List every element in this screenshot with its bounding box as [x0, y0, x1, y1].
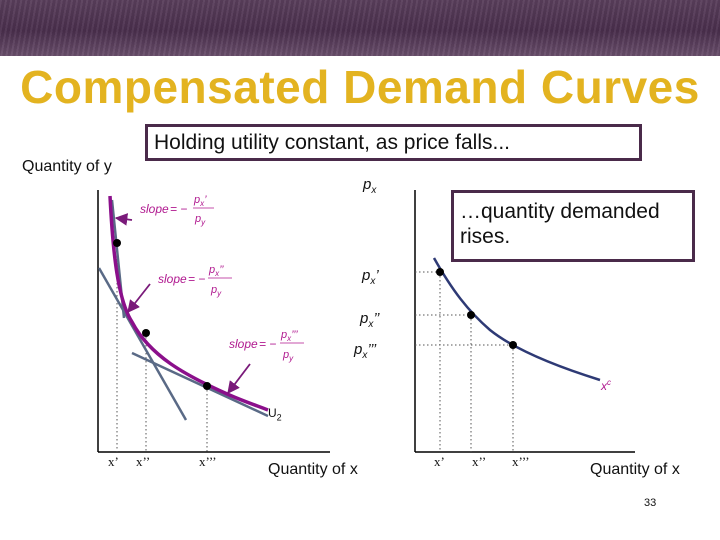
slope-den-sub-3: y — [288, 354, 294, 363]
demand-curve-label: xc — [601, 378, 611, 393]
demand-point-3 — [509, 341, 517, 349]
slope-num-3: p — [280, 329, 287, 341]
slope-num-1: p — [193, 194, 200, 206]
slope-den-sub-2: y — [216, 289, 222, 298]
indifference-curve-u2 — [108, 195, 269, 412]
left-x-tick-3: x’’’ — [199, 454, 217, 469]
slope-num-sub-3: x — [286, 334, 292, 343]
tangency-point-3 — [203, 382, 211, 390]
header-banner — [0, 0, 720, 56]
left-x-tick-1: x’ — [108, 454, 119, 469]
svg-text:px’: px’ — [193, 194, 207, 208]
slope-arrow-3 — [227, 363, 251, 395]
slope-minus-1: = − — [170, 202, 187, 216]
left-x-axis-label: Quantity of x — [268, 461, 358, 478]
tangency-point-2 — [142, 329, 150, 337]
demand-point-1 — [436, 268, 444, 276]
slope-num-sub-2: x — [214, 269, 220, 278]
demand-curve-label-base: x — [601, 379, 607, 393]
right-x-tick-1: x’ — [434, 454, 445, 469]
price-label-2-base: p — [360, 310, 369, 327]
slope-arrow-1 — [114, 213, 133, 226]
slope-minus-2: = − — [188, 272, 205, 286]
slope-num-primes-3: ’’’ — [291, 329, 298, 341]
slope-den-1: p — [194, 213, 201, 225]
svg-text:px’’: px’’ — [208, 264, 224, 278]
price-label-2: px’’ — [360, 310, 379, 330]
price-label-3-sub: x — [362, 350, 368, 361]
compensated-demand-curve — [432, 257, 601, 382]
slope-word-2: slope — [158, 272, 187, 286]
slope-den-sub-1: y — [200, 218, 206, 227]
svg-text:px’’’: px’’’ — [280, 329, 298, 343]
budget-line-3 — [131, 351, 269, 418]
price-label-3: px’’’ — [354, 341, 376, 361]
slope-label-1: slope = − px’ py — [140, 194, 214, 227]
price-label-1-primes: ’ — [375, 267, 379, 284]
slope-num-sub-1: x — [199, 199, 205, 208]
callout-quantity-rises: …quantity demanded rises. — [451, 190, 695, 262]
price-label-1-sub: x — [370, 276, 376, 287]
slope-arrow-2 — [127, 283, 151, 313]
slope-num-primes-1: ’ — [204, 194, 207, 206]
slope-num-2: p — [208, 264, 215, 276]
svg-text:py: py — [282, 349, 294, 363]
slope-den-3: p — [282, 349, 289, 361]
svg-text:py: py — [210, 284, 222, 298]
indifference-curve-label: U2 — [268, 406, 282, 422]
right-y-axis-label-sub: x — [371, 185, 377, 196]
slope-word-3: slope — [229, 337, 258, 351]
callout-holding-utility: Holding utility constant, as price falls… — [145, 124, 642, 161]
tangency-point-1 — [113, 239, 121, 247]
banner-texture — [0, 0, 720, 56]
right-x-axis-label: Quantity of x — [590, 461, 680, 478]
left-y-axis-label: Quantity of y — [22, 158, 112, 175]
demand-point-2 — [467, 311, 475, 319]
slope-num-primes-2: ’’ — [219, 264, 224, 276]
slope-label-3: slope = − px’’’ py — [229, 329, 304, 363]
right-y-axis-label: px — [363, 176, 376, 196]
slope-word-1: slope — [140, 202, 169, 216]
svg-text:py: py — [194, 213, 206, 227]
demand-curve-label-sup: c — [607, 378, 611, 387]
right-x-tick-3: x’’’ — [512, 454, 530, 469]
right-x-tick-2: x’’ — [472, 454, 487, 469]
right-y-axis-label-base: p — [363, 176, 372, 193]
slope-label-2: slope = − px’’ py — [158, 264, 232, 298]
price-label-1-base: p — [362, 267, 371, 284]
price-label-2-sub: x — [368, 319, 374, 330]
slide-title: Compensated Demand Curves — [20, 61, 700, 113]
indifference-curve-label-sub: 2 — [276, 412, 282, 423]
price-label-3-primes: ’’’ — [367, 341, 377, 358]
budget-line-2 — [97, 267, 188, 421]
indifference-curve-label-base: U — [268, 406, 277, 420]
price-label-1: px’ — [362, 267, 379, 287]
left-x-tick-2: x’’ — [136, 454, 151, 469]
price-label-3-base: p — [354, 341, 363, 358]
slope-den-2: p — [210, 284, 217, 296]
slope-minus-3: = − — [259, 337, 276, 351]
page-number: 33 — [644, 497, 657, 509]
price-label-2-primes: ’’ — [373, 310, 380, 327]
